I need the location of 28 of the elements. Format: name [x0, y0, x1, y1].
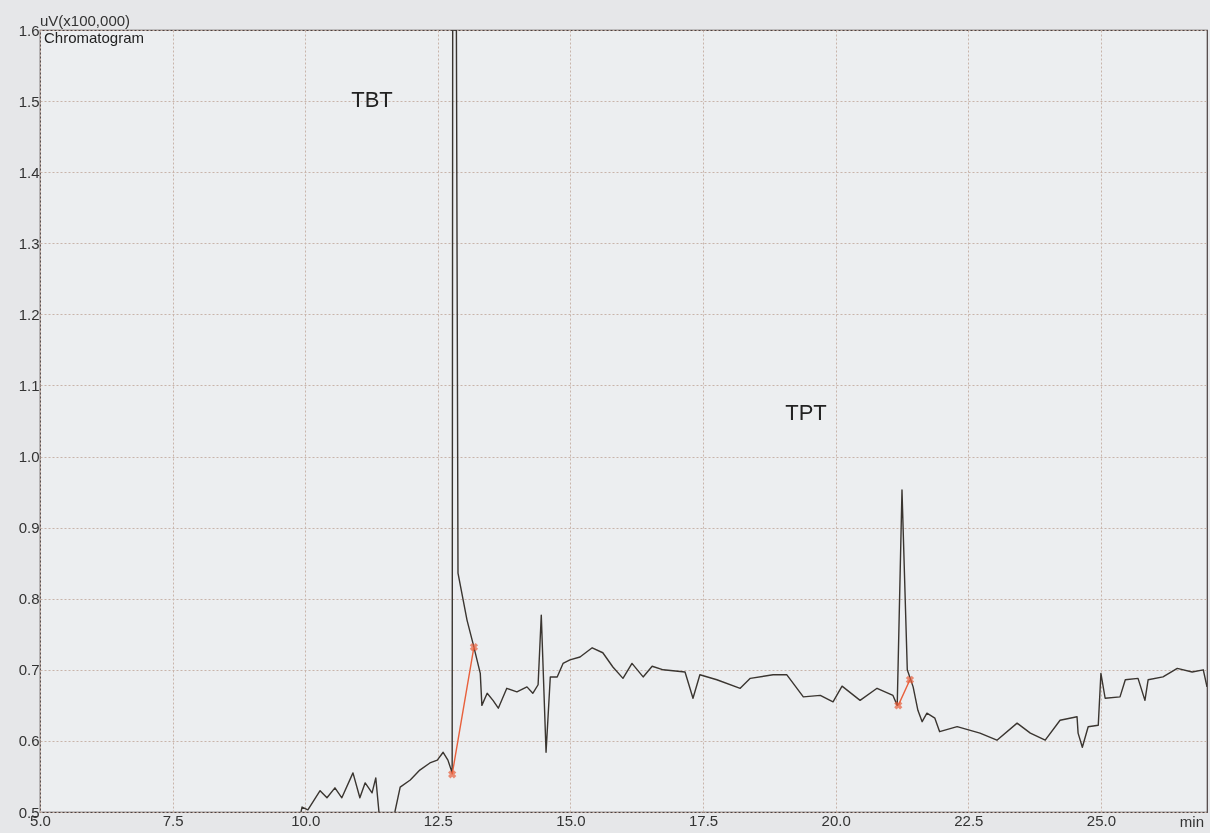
- chart-title: Chromatogram: [44, 29, 145, 46]
- point: [894, 701, 903, 710]
- point: [448, 770, 457, 779]
- y-tick-label: 0.8: [18, 590, 40, 608]
- x-axis-title: min: [1179, 813, 1204, 830]
- y-tick-label: 1.5: [18, 92, 40, 110]
- x-tick-label: 7.5: [162, 811, 184, 829]
- y-tick-label: 0.6: [18, 732, 40, 750]
- y-tick-label: 1.3: [18, 234, 40, 252]
- y-tick-label: 1.6: [18, 21, 40, 39]
- x-tick-label: 15.0: [556, 811, 586, 829]
- x-tick-label: 20.0: [821, 811, 851, 829]
- point: [905, 675, 915, 684]
- y-axis-title: uV(x100,000): [40, 12, 131, 29]
- x-tick-label: 10.0: [291, 811, 321, 829]
- annotation: TBT: [351, 87, 393, 112]
- x-tick-label: 22.5: [954, 811, 984, 829]
- point: [469, 642, 479, 652]
- y-tick-label: 1.4: [18, 163, 40, 181]
- y-tick-label: 1.2: [18, 305, 40, 323]
- x-tick-label: 25.0: [1086, 811, 1117, 829]
- x-tick-label: 17.5: [688, 811, 719, 829]
- annotation: TPT: [785, 400, 827, 425]
- y-tick-label: 1.1: [18, 376, 40, 394]
- y-tick-label: 1.0: [18, 448, 40, 466]
- y-tick-label: 0.7: [18, 661, 40, 679]
- y-tick-label: 0.9: [18, 519, 40, 537]
- x-tick-label: 12.5: [423, 811, 453, 829]
